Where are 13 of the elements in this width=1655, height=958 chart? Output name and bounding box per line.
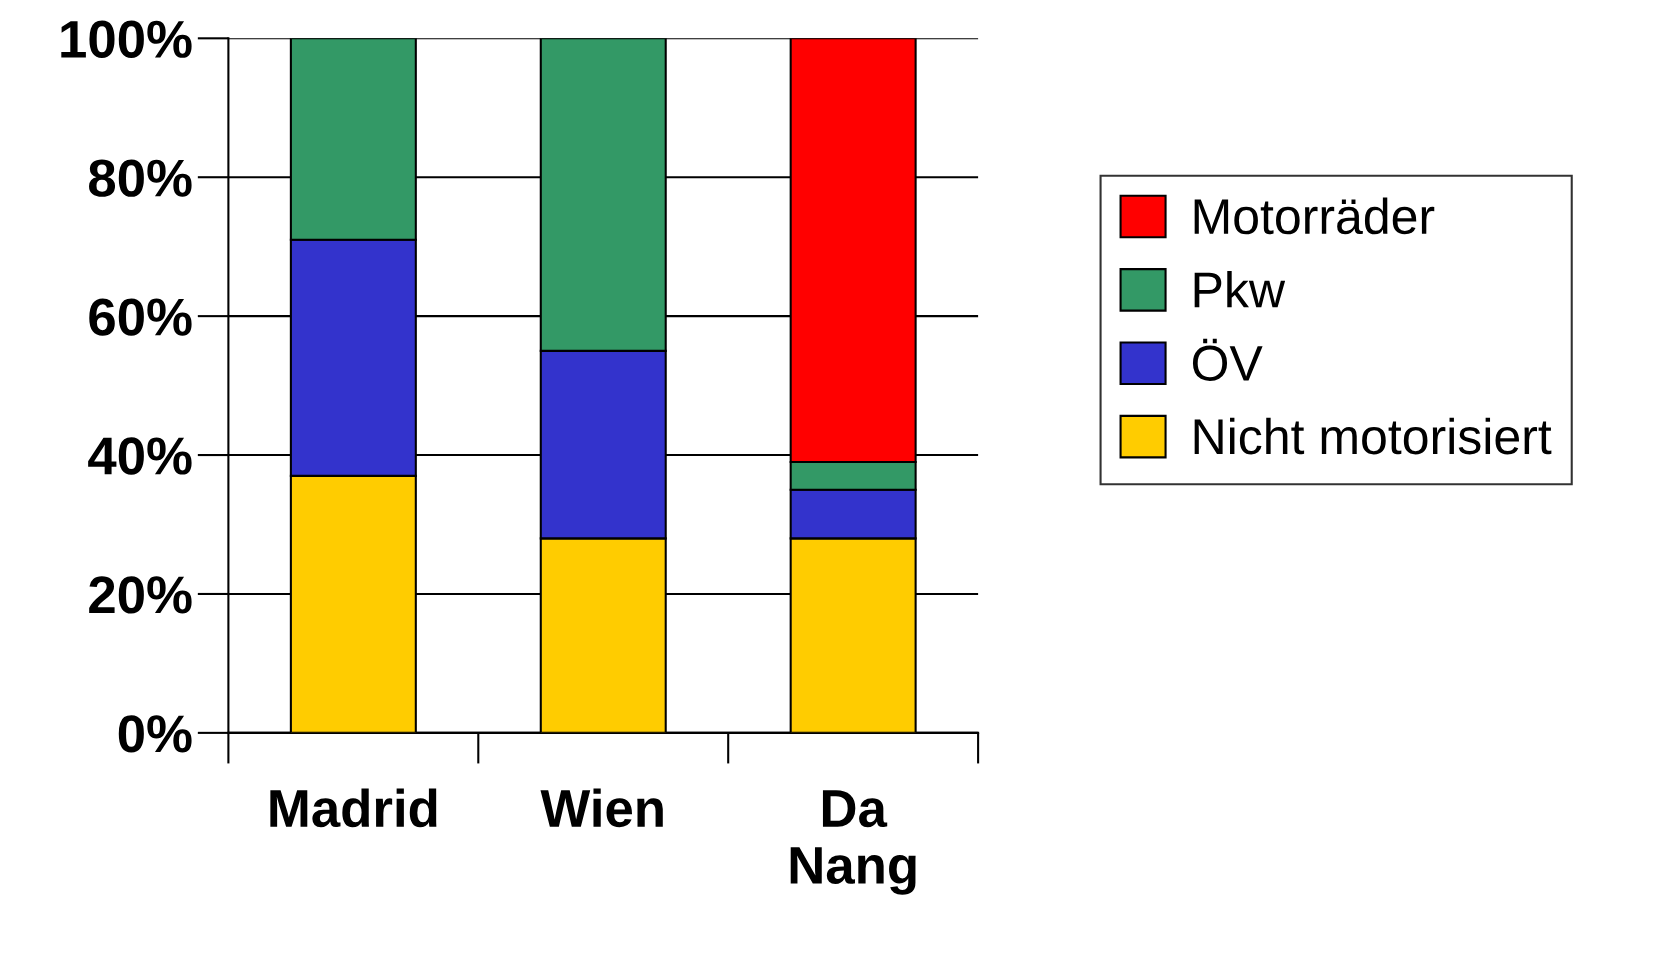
x-tick-label: Da Nang [790, 790, 916, 895]
y-tick-label: 40% [88, 437, 192, 475]
legend-label: Motorräder [1194, 197, 1435, 235]
legend-label: Nicht motorisiert [1194, 417, 1552, 455]
legend-label: ÖV [1192, 338, 1263, 382]
legend-label: Pkw [1194, 270, 1286, 308]
y-tick-label: 0% [118, 715, 192, 753]
y-tick-label: 20% [89, 576, 192, 614]
y-tick-label: 100% [61, 20, 192, 58]
x-tick-label: Wien [540, 788, 663, 828]
x-tick-label: Madrid [270, 788, 437, 828]
y-tick-label: 80% [89, 159, 192, 197]
y-tick-label: 60% [89, 298, 192, 336]
